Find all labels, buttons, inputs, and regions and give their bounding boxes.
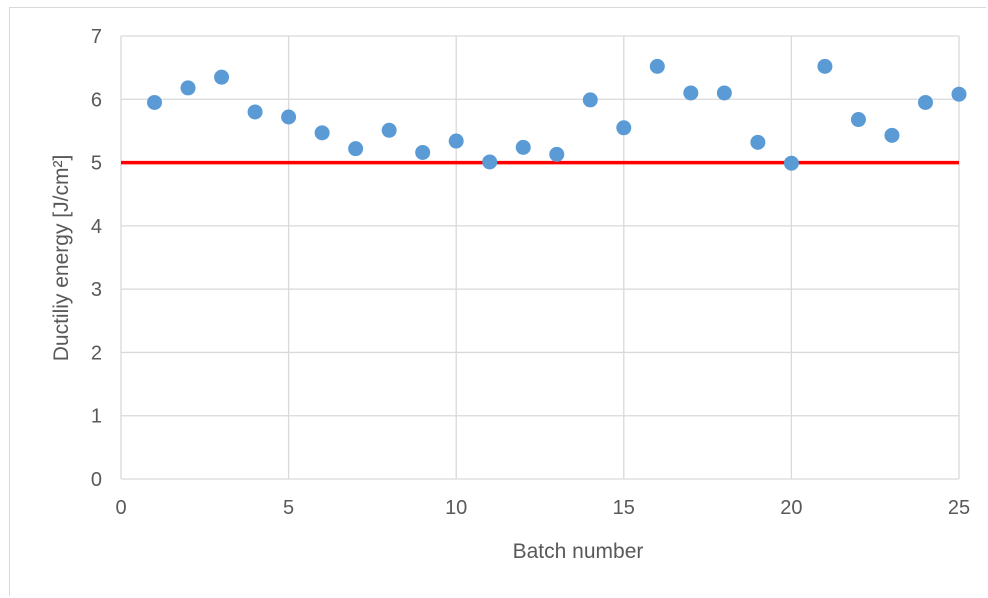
y-tick-labels: 0 1 2 3 4 5 6 7 [91,26,102,491]
data-point [482,154,498,170]
y-tick-label: 0 [91,469,102,491]
data-points [147,58,967,171]
gridlines [120,35,960,480]
data-point [415,144,431,160]
x-tick-label: 5 [283,497,294,519]
data-point [381,122,397,138]
data-point [147,94,163,110]
data-point [281,109,297,125]
y-tick-label: 2 [91,342,102,364]
data-point [448,133,464,149]
x-tick-label: 10 [445,497,467,519]
x-tick-labels: 0 5 10 15 20 25 [115,497,970,519]
y-tick-label: 3 [91,279,102,301]
data-point [884,127,900,143]
y-tick-label: 7 [91,26,102,48]
data-point [649,58,665,74]
data-point [348,141,364,157]
data-point [616,120,632,136]
data-point [683,85,699,101]
data-point [314,125,330,141]
data-point [549,146,565,162]
chart-frame [9,7,986,596]
data-point [951,86,967,102]
data-point [247,104,263,120]
x-axis-label: Batch number [513,540,644,563]
data-point [214,69,230,85]
y-axis-label: Ductiliy energy [J/cm²] [50,155,73,362]
y-tick-label: 1 [91,406,102,428]
data-point [582,92,598,108]
data-point [180,80,196,96]
x-tick-label: 25 [948,497,970,519]
data-point [750,134,766,150]
data-point [917,94,933,110]
x-tick-label: 15 [613,497,635,519]
data-point [515,139,531,155]
data-point [850,112,866,128]
y-tick-label: 6 [91,89,102,111]
x-tick-label: 0 [115,497,126,519]
y-tick-label: 4 [91,216,102,238]
x-tick-label: 20 [780,497,802,519]
data-point [783,155,799,171]
y-tick-label: 5 [91,153,102,175]
data-point [817,58,833,74]
data-point [716,85,732,101]
